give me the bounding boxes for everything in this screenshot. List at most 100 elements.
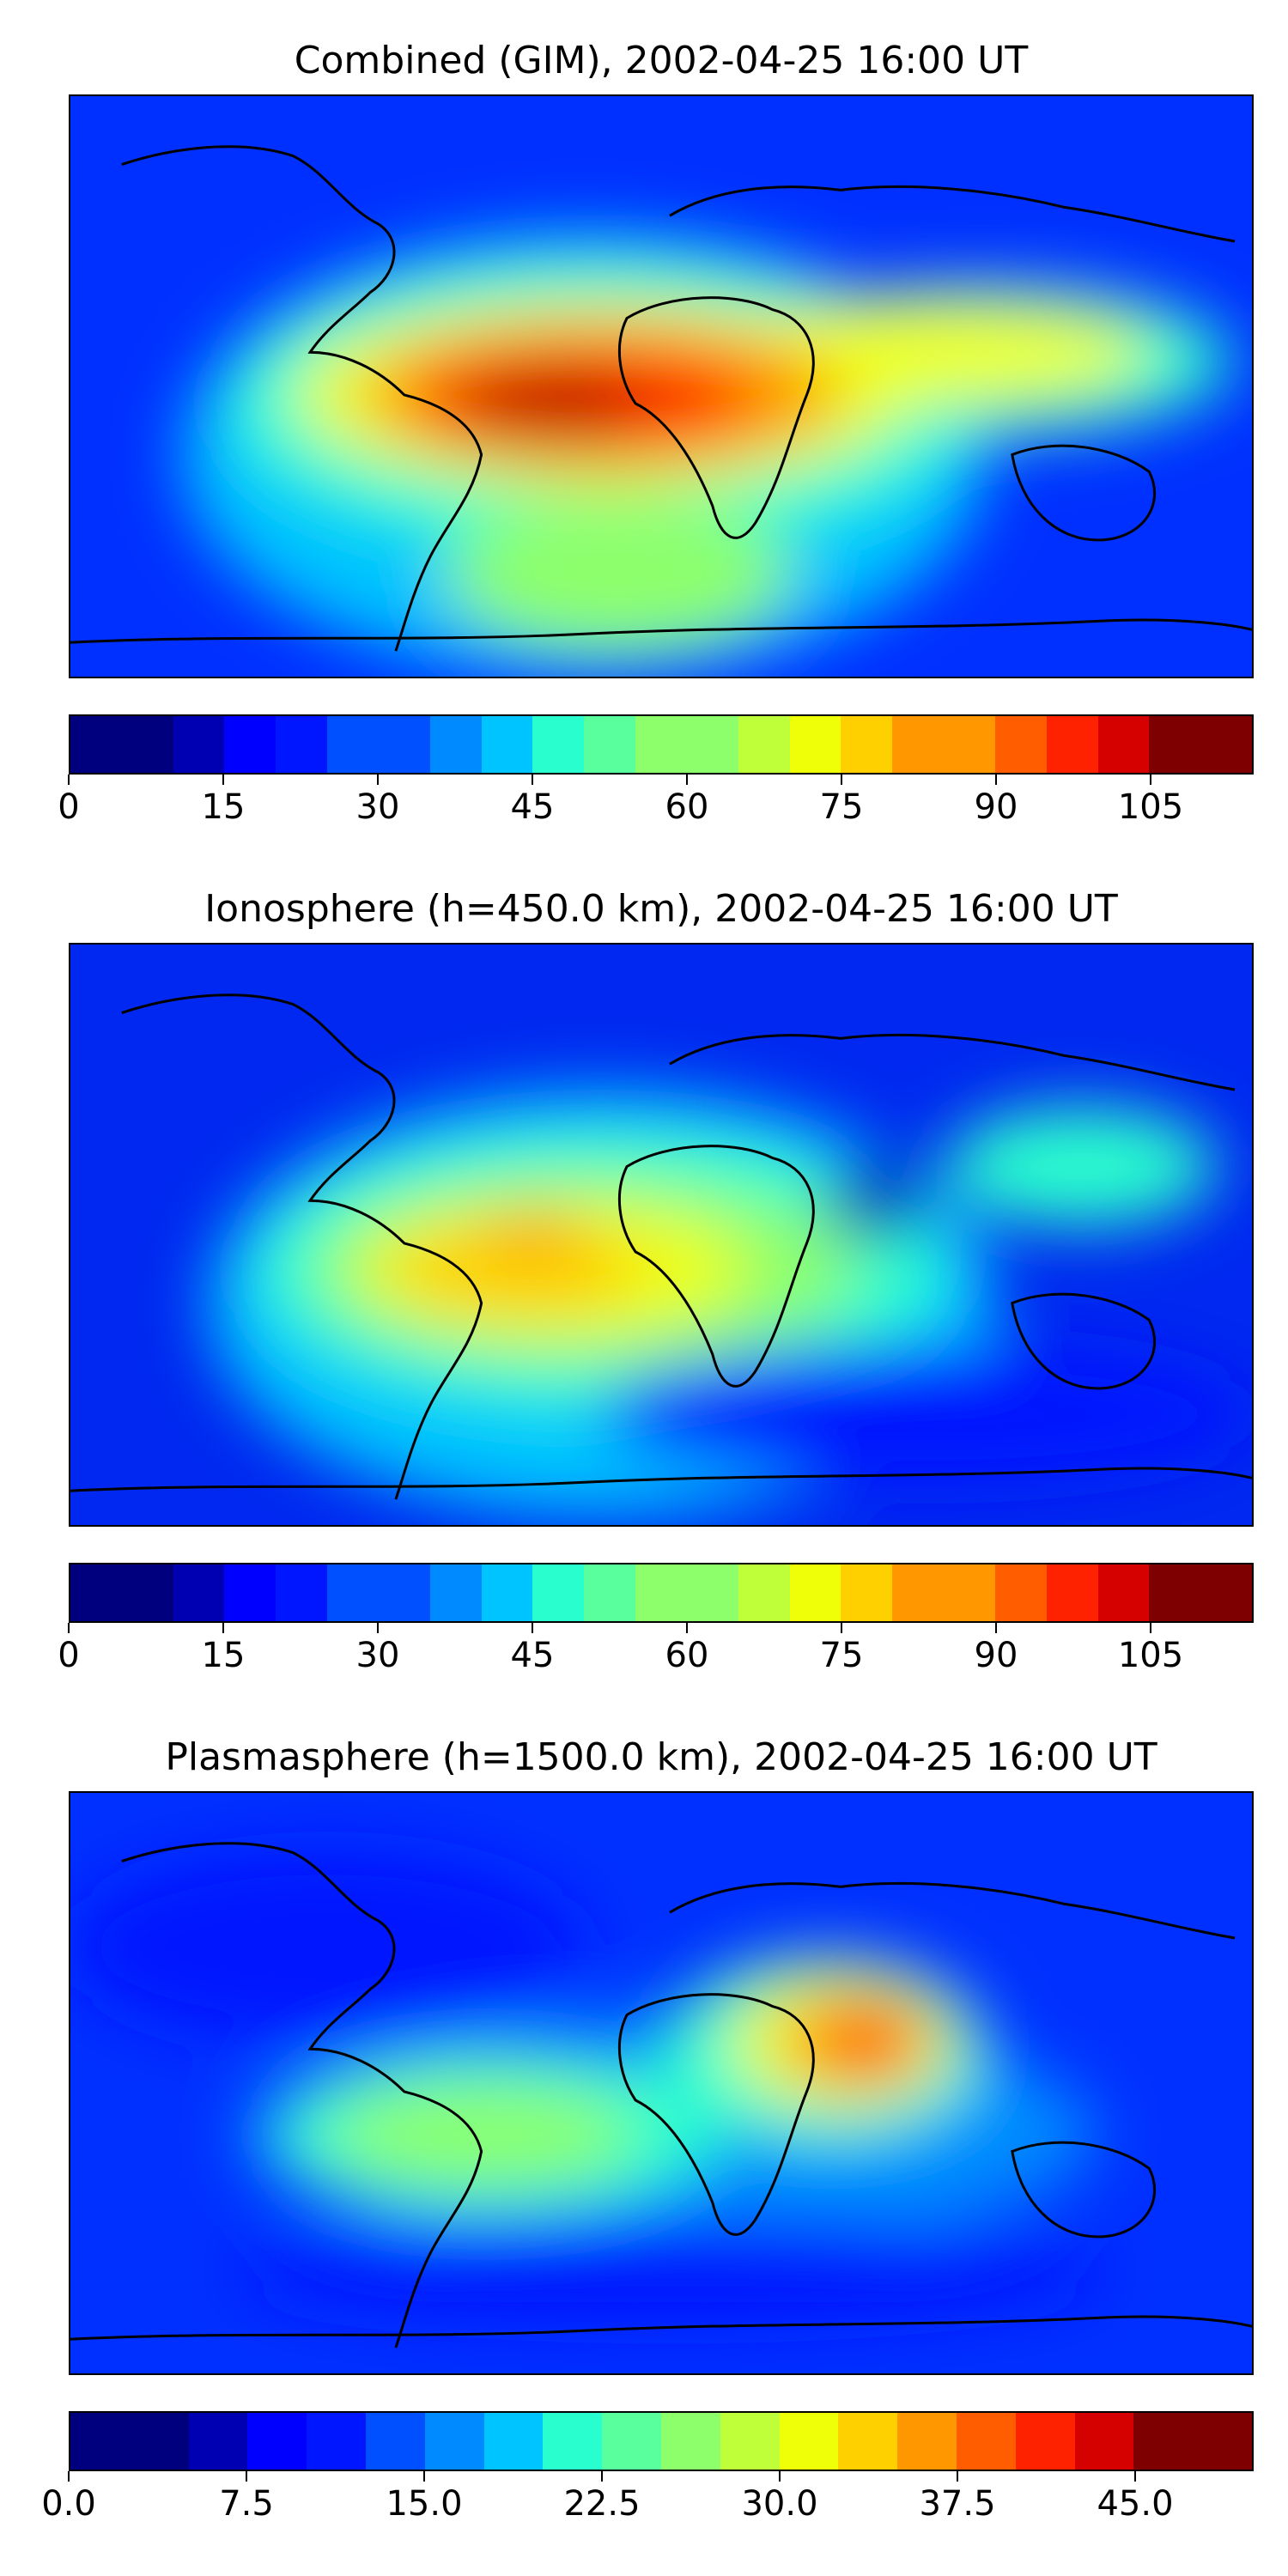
colorbar-tick-label: 30	[355, 1636, 400, 1675]
colorbar-segment	[686, 716, 738, 773]
colorbar-segment	[327, 716, 379, 773]
colorbar-segment	[1046, 716, 1098, 773]
colorbar-tick	[995, 1623, 997, 1633]
colorbar-segment	[686, 1564, 738, 1621]
tec-contour-map	[70, 96, 1252, 677]
colorbar-segment	[247, 2413, 307, 2470]
colorbar-segment	[892, 1564, 945, 1621]
colorbar-segment	[532, 716, 585, 773]
colorbar-tick	[841, 775, 842, 785]
colorbar-tick	[423, 2471, 425, 2482]
colorbar-tick-label: 90	[974, 787, 1018, 827]
colorbar-tick-label: 30	[355, 787, 400, 827]
colorbar-segment	[738, 1564, 790, 1621]
colorbar-segment	[1015, 2413, 1075, 2470]
colorbar-tick	[377, 1623, 379, 1633]
colorbar-segment	[779, 2413, 839, 2470]
colorbar-segment	[1097, 716, 1150, 773]
colorbar-segment	[789, 716, 841, 773]
colorbar-segment	[584, 716, 636, 773]
colorbar-segment	[635, 1564, 687, 1621]
colorbar-tick	[68, 775, 70, 785]
colorbar-tick-label: 15	[201, 1636, 246, 1675]
colorbar-segment	[173, 716, 225, 773]
colorbar-segment	[224, 1564, 276, 1621]
colorbar-segment	[720, 2413, 780, 2470]
colorbar-segment	[429, 1564, 482, 1621]
colorbar-segment	[276, 716, 328, 773]
colorbar-segment	[897, 2413, 957, 2470]
colorbar-tick	[222, 1623, 224, 1633]
colorbar-segment	[1133, 2413, 1194, 2470]
colorbar-segment	[994, 716, 1047, 773]
colorbar-tick-label: 90	[974, 1636, 1018, 1675]
colorbar-segment	[994, 1564, 1047, 1621]
colorbar-segment	[481, 1564, 533, 1621]
colorbar-tick-label: 22.5	[563, 2484, 641, 2524]
colorbar-tick-label: 105	[1117, 1636, 1184, 1675]
colorbar-segment	[378, 1564, 430, 1621]
colorbar-tick	[841, 1623, 842, 1633]
colorbar-tick-label: 15	[201, 787, 246, 827]
colorbar-tick	[686, 1623, 688, 1633]
colorbar-segment	[532, 1564, 585, 1621]
colorbar-ticks-ionosphere: 0 15 30 45 60 75 90 105	[58, 1623, 1254, 1675]
map-ionosphere	[69, 943, 1254, 1527]
colorbar-tick-label: 0.0	[41, 2484, 96, 2524]
colorbar-segment	[307, 2413, 366, 2470]
colorbar-tick	[246, 2471, 247, 2482]
colorbar-tick	[779, 2471, 781, 2482]
colorbar-tick	[68, 2471, 70, 2482]
colorbar-segment	[1097, 1564, 1150, 1621]
colorbar-segment	[892, 716, 945, 773]
colorbar-tick-label: 15.0	[386, 2484, 463, 2524]
colorbar-segment	[378, 716, 430, 773]
colorbar-tick	[1134, 2471, 1136, 2482]
colorbar-tick	[601, 2471, 603, 2482]
colorbar-tick	[957, 2471, 958, 2482]
colorbar-segment	[1149, 716, 1201, 773]
colorbar-tick	[377, 775, 379, 785]
colorbar-segment	[738, 716, 790, 773]
colorbar-plasmasphere	[69, 2411, 1254, 2471]
colorbar-segment	[543, 2413, 603, 2470]
colorbar-tick	[1150, 1623, 1151, 1633]
colorbar-segment	[121, 716, 173, 773]
colorbar-tick-label: 75	[819, 1636, 864, 1675]
coastline-outline	[70, 993, 1252, 1500]
colorbar-segment	[635, 716, 687, 773]
colorbar-segment	[838, 2413, 898, 2470]
colorbar-tick	[532, 775, 533, 785]
colorbar-segment	[424, 2413, 484, 2470]
colorbar-tick	[68, 1623, 70, 1633]
colorbar-tick-label: 30.0	[741, 2484, 818, 2524]
colorbar-segment	[365, 2413, 425, 2470]
colorbar-segment	[1074, 2413, 1134, 2470]
colorbar-tick	[995, 775, 997, 785]
tec-contour-map	[70, 945, 1252, 1525]
map-combined	[69, 94, 1254, 678]
colorbar-tick-label: 45	[510, 1636, 555, 1675]
panel-title-ionosphere: Ionosphere (h=450.0 km), 2002-04-25 16:0…	[204, 887, 1118, 931]
colorbar-segment	[944, 716, 995, 773]
colorbar-segment	[121, 1564, 173, 1621]
colorbar-tick-label: 105	[1117, 787, 1184, 827]
colorbar-segment	[70, 1564, 122, 1621]
colorbar-segment	[1149, 1564, 1201, 1621]
coastline-outline	[70, 145, 1252, 652]
panel-title-plasmasphere: Plasmasphere (h=1500.0 km), 2002-04-25 1…	[165, 1735, 1157, 1779]
colorbar-segment	[1200, 716, 1253, 773]
colorbar-segment	[70, 716, 122, 773]
colorbar-segment	[602, 2413, 661, 2470]
colorbar-segment	[129, 2413, 189, 2470]
colorbar-segment	[70, 2413, 130, 2470]
colorbar-segment	[944, 1564, 995, 1621]
colorbar-tick-label: 7.5	[219, 2484, 274, 2524]
colorbar-segment	[584, 1564, 636, 1621]
map-plasmasphere	[69, 1791, 1254, 2375]
colorbar-tick-label: 75	[819, 787, 864, 827]
colorbar-segment	[1046, 1564, 1098, 1621]
colorbar-tick-label: 45.0	[1097, 2484, 1174, 2524]
colorbar-segment	[956, 2413, 1016, 2470]
colorbar-tick	[532, 1623, 533, 1633]
